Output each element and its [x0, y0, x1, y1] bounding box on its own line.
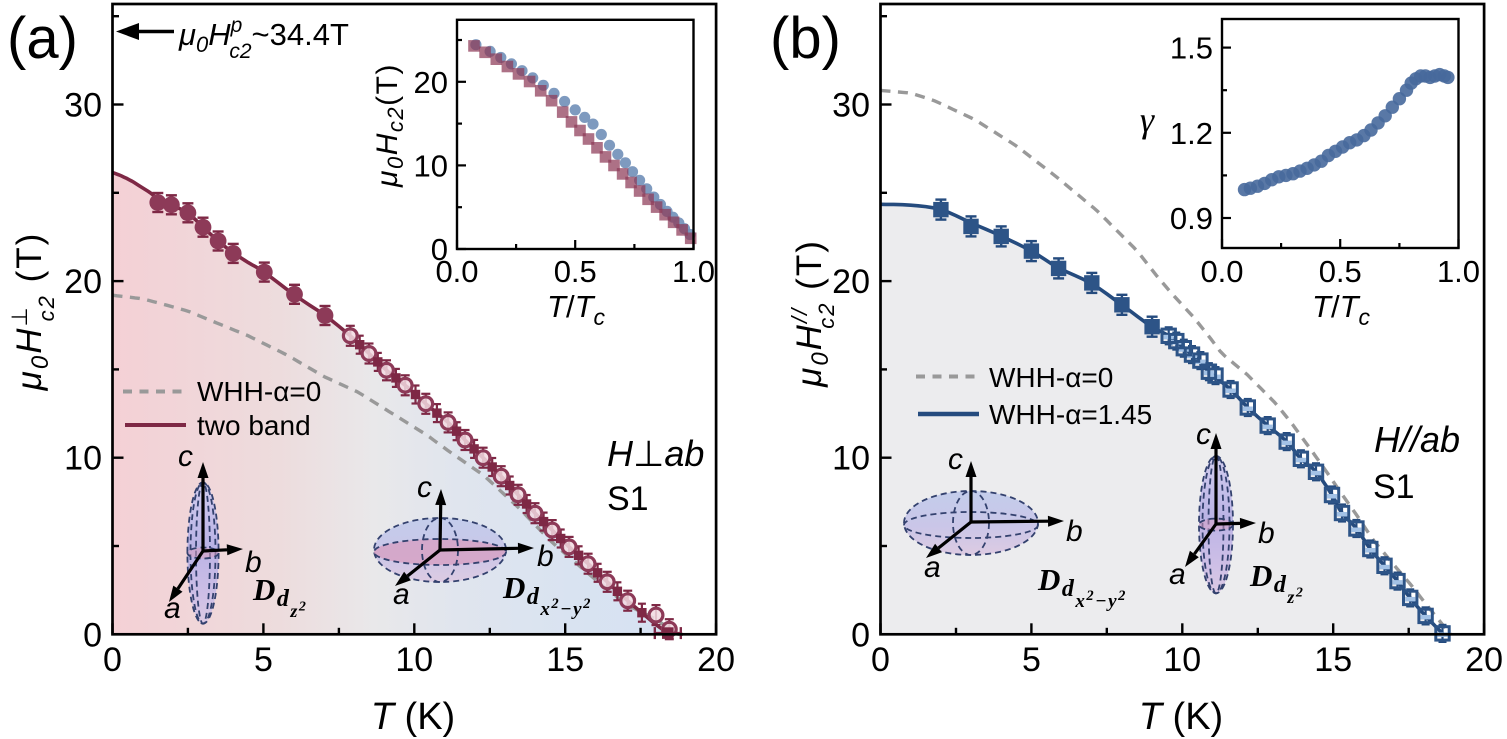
svg-text:(a): (a) [7, 6, 78, 71]
svg-text:30: 30 [832, 87, 870, 125]
svg-text:10: 10 [395, 641, 433, 679]
svg-text:15: 15 [546, 641, 584, 679]
svg-text:H⊥ab: H⊥ab [607, 433, 704, 474]
svg-text:1.2: 1.2 [1170, 116, 1213, 151]
svg-text:0.5: 0.5 [554, 254, 597, 289]
svg-text:20: 20 [697, 641, 735, 679]
svg-text:0: 0 [431, 232, 448, 267]
svg-text:30: 30 [64, 87, 102, 125]
svg-text:T (K): T (K) [371, 696, 455, 738]
svg-text:μ0Hc2(T): μ0Hc2(T) [371, 63, 408, 188]
svg-text:S1: S1 [607, 480, 649, 518]
svg-text:WHH-α=0: WHH-α=0 [197, 376, 321, 407]
svg-text:a: a [164, 592, 181, 625]
svg-text:c: c [948, 443, 963, 476]
svg-text:0.0: 0.0 [1200, 254, 1243, 289]
svg-text:c: c [178, 440, 193, 473]
svg-text:c: c [417, 471, 432, 504]
svg-text:0: 0 [103, 641, 122, 679]
svg-text:γ: γ [1140, 100, 1155, 140]
svg-text:b: b [1258, 517, 1275, 550]
svg-text:μ0H⊥c2 (T): μ0H⊥c2 (T) [7, 232, 59, 392]
svg-text:c: c [1196, 418, 1211, 451]
svg-text:1.5: 1.5 [1170, 31, 1213, 66]
svg-text:10: 10 [64, 440, 102, 478]
svg-text:0.0: 0.0 [435, 254, 478, 289]
svg-text:20: 20 [414, 65, 448, 100]
svg-text:0: 0 [851, 616, 870, 654]
svg-text:H//ab: H//ab [1374, 419, 1460, 460]
svg-text:T/Tc: T/Tc [1312, 289, 1371, 330]
svg-text:b: b [537, 540, 554, 573]
svg-text:b: b [245, 546, 262, 579]
svg-text:5: 5 [254, 641, 273, 679]
svg-text:T (K): T (K) [1139, 696, 1223, 738]
svg-text:a: a [1169, 558, 1186, 591]
svg-text:WHH-α=0: WHH-α=0 [989, 362, 1113, 393]
svg-text:15: 15 [1314, 641, 1352, 679]
svg-text:(b): (b) [770, 6, 841, 71]
svg-text:S1: S1 [1373, 468, 1415, 506]
svg-text:20: 20 [832, 263, 870, 301]
svg-text:b: b [1066, 515, 1083, 548]
svg-text:two band: two band [197, 410, 311, 441]
svg-text:5: 5 [1022, 641, 1041, 679]
svg-text:10: 10 [414, 148, 448, 183]
svg-text:a: a [924, 551, 941, 584]
svg-text:10: 10 [1163, 641, 1201, 679]
svg-text:μ0H//c2 (T): μ0H//c2 (T) [787, 239, 839, 388]
svg-text:20: 20 [1465, 641, 1503, 679]
svg-text:0: 0 [871, 641, 890, 679]
svg-text:WHH-α=1.45: WHH-α=1.45 [989, 399, 1152, 430]
svg-text:1.0: 1.0 [1437, 254, 1480, 289]
svg-text:0.5: 0.5 [1319, 254, 1362, 289]
svg-text:10: 10 [832, 440, 870, 478]
svg-text:a: a [393, 578, 410, 611]
svg-text:T/Tc: T/Tc [547, 289, 606, 330]
svg-text:1.0: 1.0 [672, 254, 715, 289]
svg-text:20: 20 [64, 263, 102, 301]
svg-text:0: 0 [83, 616, 102, 654]
svg-text:0.9: 0.9 [1170, 201, 1213, 236]
